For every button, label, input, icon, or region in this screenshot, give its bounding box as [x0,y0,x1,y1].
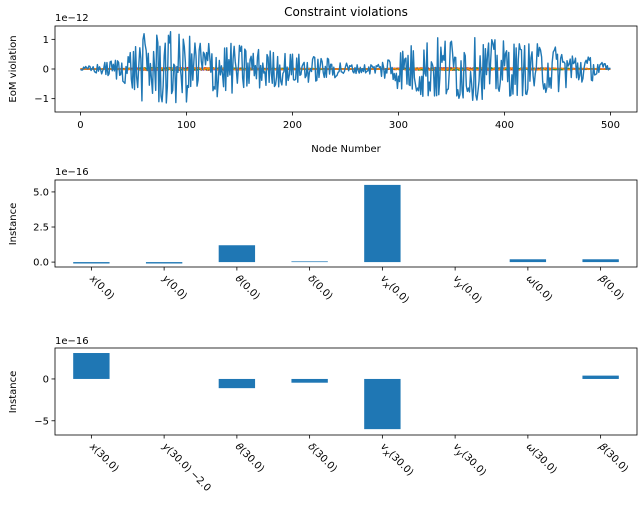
y-axis-label: Instance [8,203,19,246]
bar [291,261,328,263]
y-tick-label: 0.0 [33,258,49,269]
y-offset-text: 1e−16 [55,167,89,178]
x-tick-label: 500 [601,120,620,131]
y-axis-ticks: −5 0 [34,374,55,427]
x-axis-label: Node Number [311,144,381,155]
eom-violation-panel: Constraint violations 1e−12 0 100 200 300 40… [8,5,638,155]
x-tick-label: 400 [495,120,514,131]
y-tick-label: 2.5 [33,223,49,234]
bar [582,259,619,263]
x-tick-label: 300 [389,120,408,131]
axes-frame [54,25,638,113]
bar [218,245,256,263]
bar [145,262,183,264]
y-tick-label: −5 [34,416,49,427]
x-tick-label: 200 [283,120,302,131]
bar [73,262,110,264]
bar [73,353,110,379]
line-plot-area [80,30,611,104]
y-axis-ticks: 0.0 2.5 5.0 [33,187,55,269]
axes-frame [54,179,638,268]
x-axis-ticks: 0 100 200 300 400 500 [77,112,620,131]
bar [364,184,401,263]
axes-frame [54,347,638,436]
bar [509,259,547,263]
chart-title: Constraint violations [284,5,408,19]
y-offset-text: 1e−16 [55,336,89,347]
bar [364,378,401,430]
series-line [80,30,611,104]
y-offset-text: 1e−12 [55,13,89,24]
bar-series [73,353,619,430]
x-tick-label: 100 [177,120,196,131]
bar-series [73,184,619,264]
y-axis-label: EoM violation [8,35,19,102]
y-tick-label: −1 [34,94,49,105]
y-axis-label: Instance [8,371,19,414]
y-tick-label: 0 [43,374,49,385]
y-tick-label: 0 [43,65,49,76]
bar [582,375,619,379]
x-tick-label: 0 [77,120,83,131]
y-axis-ticks: −1 0 1 [34,35,55,105]
bar [218,378,256,389]
y-tick-label: 1 [43,35,49,46]
y-tick-label: 5.0 [33,187,49,198]
bar [291,378,328,383]
